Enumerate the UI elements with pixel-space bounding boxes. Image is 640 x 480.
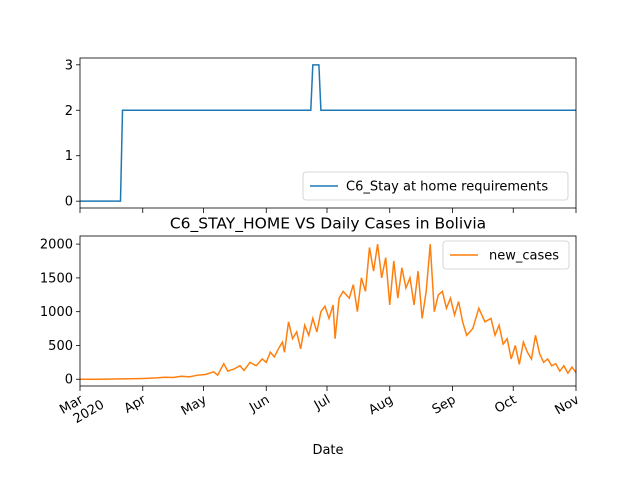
y-tick-label: 2000	[40, 238, 73, 253]
bottom-legend: new_cases	[442, 240, 570, 270]
x-tick-label: Jul	[311, 392, 333, 413]
top-chart-panel: 0 1 2 3 C6_Stay at home requirements	[65, 57, 577, 213]
y-tick-label: 3	[65, 58, 73, 73]
y-tick-label: 0	[65, 195, 73, 210]
top-plot-frame	[79, 57, 577, 209]
top-legend: C6_Stay at home requirements	[302, 171, 569, 201]
bottom-y-axis: 0 500 1000 1500 2000	[40, 238, 80, 388]
top-x-axis	[79, 208, 577, 213]
y-tick-label: 1500	[40, 271, 73, 286]
y-tick-label: 1	[65, 149, 73, 164]
chart-title: C6_STAY_HOME VS Daily Cases in Bolivia	[170, 215, 486, 234]
y-tick-label: 500	[48, 339, 73, 354]
y-tick-label: 0	[65, 373, 73, 388]
y-tick-label: 2	[65, 104, 73, 119]
x-axis-label: Date	[312, 443, 343, 458]
top-y-axis: 0 1 2 3	[65, 58, 80, 210]
series-line-c6-stay-at-home	[80, 64, 576, 202]
bottom-plot-frame	[79, 235, 577, 387]
series-line-new-cases	[80, 243, 577, 380]
top-legend-label: C6_Stay at home requirements	[346, 180, 548, 195]
bottom-legend-label: new_cases	[489, 249, 559, 264]
y-tick-label: 1000	[40, 305, 73, 320]
